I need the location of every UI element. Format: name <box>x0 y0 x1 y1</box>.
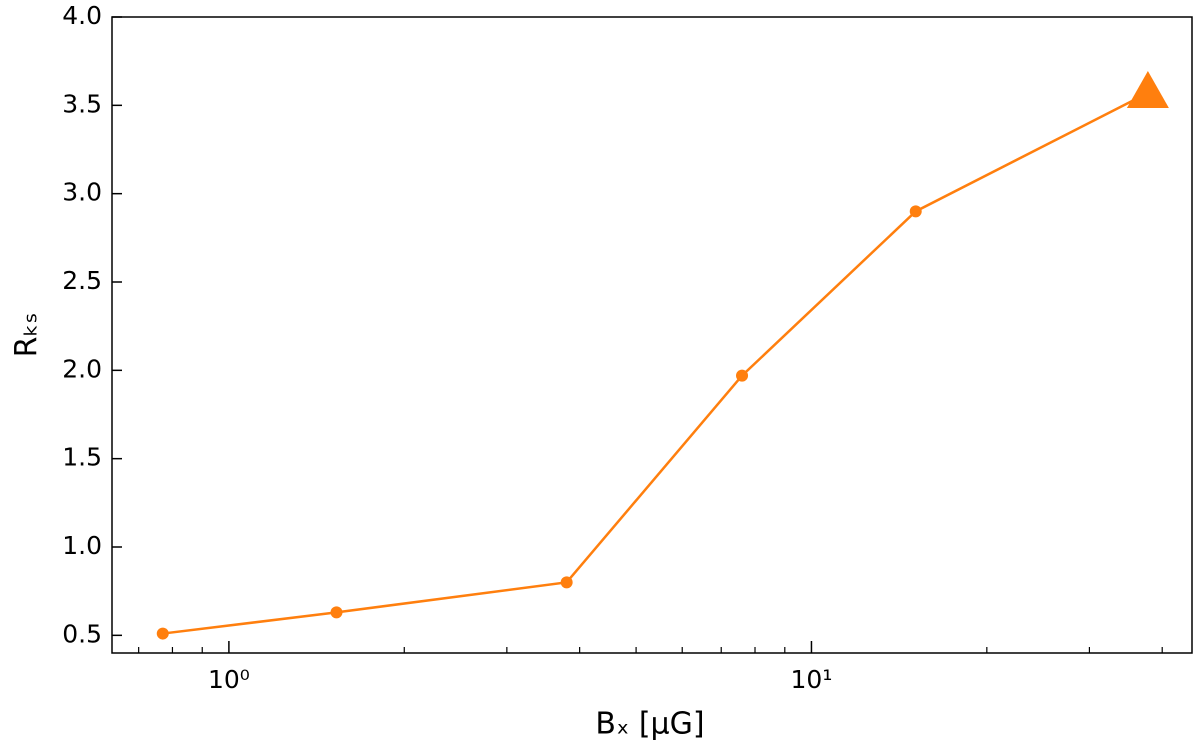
y-tick-label: 2.0 <box>62 354 102 383</box>
x-axis-label: Bₓ [μG] <box>595 707 704 742</box>
y-tick-label: 0.5 <box>62 619 102 648</box>
point-marker <box>560 576 573 589</box>
y-tick-label: 1.0 <box>62 531 102 560</box>
series-line <box>162 91 1149 635</box>
y-tick-label: 1.5 <box>62 443 102 472</box>
y-tick-label: 2.5 <box>62 266 102 295</box>
x-tick-label: 10¹ <box>791 665 833 694</box>
y-tick-label: 3.0 <box>62 178 102 207</box>
point-marker <box>330 606 343 619</box>
point-marker <box>156 627 169 640</box>
point-marker <box>909 205 922 218</box>
point-marker <box>736 369 749 382</box>
y-tick-label: 4.0 <box>62 1 102 30</box>
x-tick-label: 10⁰ <box>208 665 250 694</box>
y-axis-label: Rₖₛ <box>10 313 45 358</box>
plot-frame <box>111 16 1193 654</box>
triangle-marker <box>1126 70 1169 108</box>
y-tick-label: 3.5 <box>62 89 102 118</box>
